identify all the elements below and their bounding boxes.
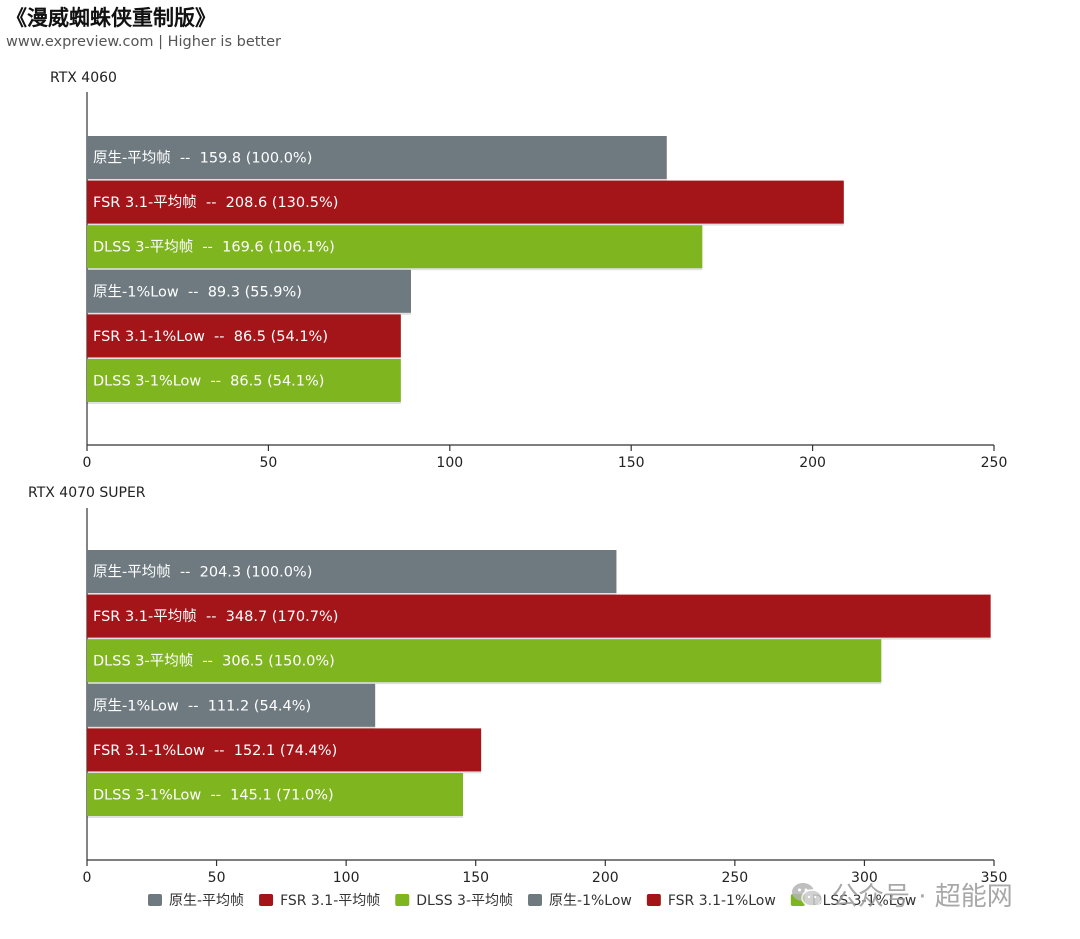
- x-tick-label: 50: [259, 455, 277, 471]
- bar-label: 原生-平均帧 -- 159.8 (100.0%): [93, 150, 312, 167]
- bar: [87, 225, 703, 269]
- bar-label: FSR 3.1-平均帧 -- 208.6 (130.5%): [93, 194, 338, 211]
- panel-title: RTX 4070 SUPER: [28, 485, 146, 501]
- bar: [87, 314, 401, 358]
- bar: [87, 550, 617, 593]
- watermark: 公众号 · 超能网: [790, 876, 1013, 913]
- legend-label: 原生-平均帧: [169, 893, 244, 909]
- bar: [87, 180, 844, 224]
- x-tick-label: 250: [721, 870, 748, 886]
- legend-label: 原生-1%Low: [549, 893, 632, 909]
- bar-label: DLSS 3-1%Low -- 145.1 (71.0%): [93, 788, 334, 804]
- legend-swatch: [148, 894, 162, 906]
- legend-label: DLSS 3-平均帧: [416, 893, 513, 909]
- x-tick-label: 350: [981, 870, 1008, 886]
- legend-label: FSR 3.1-1%Low: [668, 893, 776, 909]
- x-tick-label: 200: [592, 870, 619, 886]
- page-subtitle: www.expreview.com | Higher is better: [6, 34, 281, 50]
- bar-label: FSR 3.1-1%Low -- 86.5 (54.1%): [93, 329, 328, 345]
- bar: [87, 359, 401, 402]
- x-tick-label: 0: [83, 870, 92, 886]
- bar: [87, 773, 464, 816]
- x-tick-label: 100: [436, 455, 463, 471]
- bar: [87, 269, 411, 313]
- x-tick-label: 300: [851, 870, 878, 886]
- wechat-icon: [792, 882, 823, 907]
- bar-label: DLSS 3-平均帧 -- 306.5 (150.0%): [93, 653, 335, 670]
- bar-label: DLSS 3-1%Low -- 86.5 (54.1%): [93, 374, 324, 390]
- legend-swatch: [528, 894, 543, 906]
- x-tick-label: 250: [981, 455, 1008, 471]
- bar-label: 原生-1%Low -- 89.3 (55.9%): [93, 283, 302, 300]
- bar: [87, 728, 482, 772]
- panel-title: RTX 4060: [50, 70, 117, 86]
- x-tick-label: 150: [462, 870, 489, 886]
- legend-swatch: [259, 894, 274, 906]
- bar: [87, 136, 667, 179]
- legend-label: DLSS 3-1%Low: [812, 893, 917, 909]
- x-tick-label: 150: [618, 455, 645, 471]
- page-title: 《漫威蜘蛛侠重制版》: [6, 6, 216, 30]
- bar: [87, 594, 991, 638]
- legend-swatch: [395, 894, 410, 906]
- bar: [87, 639, 882, 683]
- x-tick-label: 0: [83, 455, 92, 471]
- bar-label: FSR 3.1-平均帧 -- 348.7 (170.7%): [93, 608, 338, 625]
- bar-label: DLSS 3-平均帧 -- 169.6 (106.1%): [93, 239, 335, 256]
- x-tick-label: 100: [333, 870, 360, 886]
- bar-label: 原生-1%Low -- 111.2 (54.4%): [93, 697, 311, 714]
- watermark-text: 公众号 · 超能网: [832, 882, 1013, 912]
- x-tick-label: 50: [208, 870, 226, 886]
- bar-label: 原生-平均帧 -- 204.3 (100.0%): [93, 564, 312, 581]
- bar-label: FSR 3.1-1%Low -- 152.1 (74.4%): [93, 743, 337, 759]
- x-tick-label: 200: [799, 455, 826, 471]
- legend-swatch: [646, 894, 661, 906]
- legend-label: FSR 3.1-平均帧: [280, 893, 380, 909]
- bar: [87, 683, 376, 727]
